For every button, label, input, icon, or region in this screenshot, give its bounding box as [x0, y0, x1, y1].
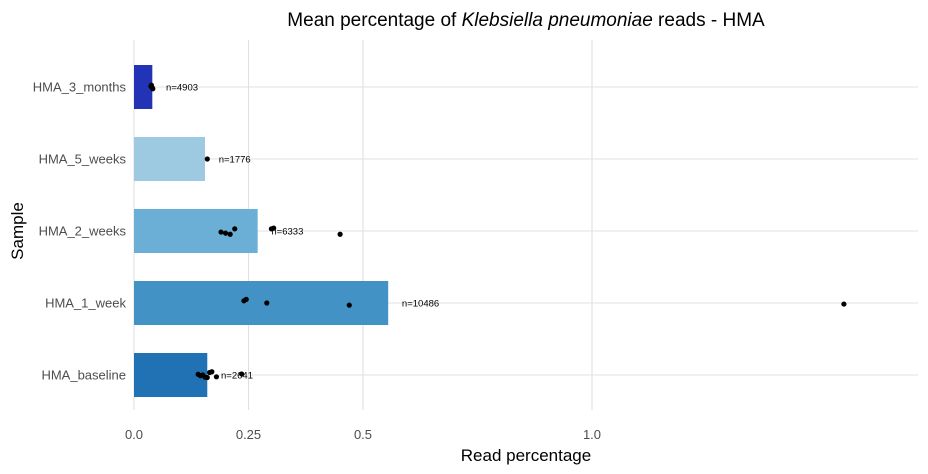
- x-tick-label: 0.5: [354, 427, 372, 442]
- y-tick-label: HMA_5_weeks: [39, 152, 127, 167]
- data-point: [209, 369, 215, 375]
- data-points: [148, 82, 847, 381]
- data-point: [218, 229, 224, 235]
- bar-HMA_1_week: [134, 281, 389, 325]
- y-tick-label: HMA_2_weeks: [39, 224, 127, 239]
- data-point: [841, 301, 847, 307]
- bar-HMA_baseline: [134, 353, 208, 397]
- n-label: n=10486: [402, 299, 439, 310]
- data-point: [204, 156, 210, 162]
- data-point: [213, 374, 220, 380]
- x-tick-labels: 0.0 0.25 0.5 1.0: [125, 427, 601, 442]
- n-labels: n=4903 n=1776 n=6333 n=10486 n=2641: [166, 83, 439, 382]
- gridlines: [133, 40, 918, 410]
- x-tick-label: 0.0: [125, 427, 143, 442]
- data-point: [223, 230, 229, 236]
- bar-HMA_5_weeks: [134, 137, 205, 181]
- y-tick-label: HMA_3_months: [33, 80, 127, 95]
- x-tick-label: 1.0: [583, 427, 601, 442]
- y-tick-labels: HMA_3_months HMA_5_weeks HMA_2_weeks HMA_1_…: [33, 80, 127, 383]
- data-point: [264, 300, 270, 306]
- data-point: [271, 225, 277, 231]
- x-axis-title: Read percentage: [461, 446, 591, 465]
- y-tick-label: HMA_baseline: [41, 368, 126, 383]
- x-tick-label: 0.25: [236, 427, 261, 442]
- data-point: [337, 231, 343, 237]
- y-tick-label: HMA_1_week: [45, 296, 126, 311]
- data-point: [346, 302, 352, 308]
- n-label: n=1776: [219, 155, 251, 166]
- n-label: n=2641: [221, 371, 253, 382]
- n-label: n=4903: [166, 83, 198, 94]
- title-part: Klebsiella pneumoniae: [462, 10, 653, 31]
- y-axis-title: Sample: [8, 202, 27, 260]
- data-point: [204, 374, 210, 381]
- chart-title: Mean percentage of Klebsiella pneumoniae…: [287, 10, 765, 31]
- bar-HMA_2_weeks: [134, 209, 258, 253]
- bar-HMA_3_months: [134, 65, 153, 109]
- data-point: [239, 371, 245, 377]
- title-part: reads - HMA: [653, 10, 765, 31]
- data-point: [243, 296, 249, 302]
- data-point: [150, 86, 156, 92]
- n-label: n=6333: [271, 227, 303, 238]
- data-point: [232, 226, 238, 232]
- title-part: Mean percentage of: [287, 10, 461, 31]
- bars: [134, 65, 389, 397]
- data-point: [227, 231, 233, 237]
